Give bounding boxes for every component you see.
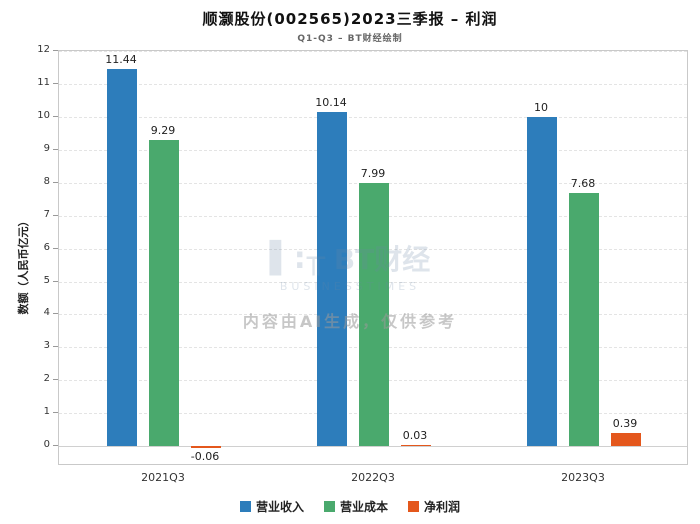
y-tick-mark	[53, 445, 58, 447]
y-tick-mark	[53, 50, 58, 51]
y-tick-label: 9	[43, 142, 50, 154]
y-tick-label: 6	[43, 241, 50, 253]
plot-area	[58, 50, 688, 465]
gridline	[59, 116, 687, 118]
legend-label: 净利润	[424, 500, 461, 514]
legend-item-营业成本: 营业成本	[323, 498, 388, 515]
y-tick-label: 12	[37, 44, 50, 55]
legend-swatch	[239, 501, 251, 512]
bar-净利润-2022Q3	[401, 445, 431, 447]
x-tick-label-2023Q3: 2023Q3	[561, 471, 605, 484]
chart-subtitle: Q1-Q3 – BT财经绘制	[297, 34, 403, 44]
bar-value-label: 10	[534, 100, 548, 114]
gridline	[59, 83, 687, 85]
y-tick-label: 3	[43, 340, 50, 352]
bar-value-label: 10.14	[315, 96, 347, 110]
bar-营业成本-2023Q3	[569, 193, 599, 447]
y-tick-mark	[53, 181, 58, 183]
y-tick-label: 4	[43, 307, 50, 319]
legend-item-净利润: 净利润	[408, 498, 460, 515]
y-tick-mark	[53, 115, 58, 117]
bar-value-label: 7.68	[570, 177, 596, 191]
x-tick-label-2022Q3: 2022Q3	[351, 471, 395, 484]
legend-item-营业收入: 营业收入	[239, 498, 304, 515]
y-tick-label: 11	[37, 76, 50, 88]
legend-label: 营业成本	[339, 500, 388, 514]
gridline	[59, 446, 687, 448]
legend-swatch	[323, 501, 335, 512]
bar-营业成本-2022Q3	[359, 183, 389, 447]
y-tick-mark	[53, 247, 58, 249]
bar-营业成本-2021Q3	[149, 140, 179, 447]
chart-legend: 营业收入 营业成本 净利润	[0, 498, 700, 515]
bar-营业收入-2022Q3	[317, 112, 347, 447]
x-tick-label-2021Q3: 2021Q3	[141, 471, 185, 484]
bar-value-label: -0.06	[190, 450, 220, 464]
y-tick-mark	[53, 313, 58, 315]
bar-value-label: 0.39	[612, 417, 638, 431]
bar-营业收入-2023Q3	[527, 116, 557, 447]
y-tick-label: 0	[43, 439, 50, 451]
y-tick-label: 2	[43, 373, 50, 385]
y-tick-mark	[53, 412, 58, 414]
y-tick-mark	[53, 346, 58, 348]
chart-title: 顺灏股份(002565)2023三季报 – 利润	[202, 10, 498, 28]
y-tick-label: 7	[43, 208, 50, 220]
bar-value-label: 9.29	[150, 124, 176, 138]
gridline	[59, 51, 687, 52]
bar-value-label: 0.03	[402, 429, 428, 443]
bar-value-label: 7.99	[360, 167, 386, 181]
y-tick-mark	[53, 82, 58, 84]
y-tick-label: 5	[43, 274, 50, 286]
bar-净利润-2023Q3	[611, 433, 641, 447]
gridline	[59, 149, 687, 151]
y-tick-mark	[53, 214, 58, 216]
y-tick-label: 10	[37, 109, 50, 121]
y-tick-mark	[53, 280, 58, 282]
y-tick-label: 8	[43, 175, 50, 187]
bar-营业收入-2021Q3	[107, 69, 137, 447]
bar-净利润-2021Q3	[191, 446, 221, 449]
legend-label: 营业收入	[255, 500, 304, 514]
bar-value-label: 11.44	[105, 53, 137, 67]
legend-swatch	[408, 501, 419, 512]
y-tick-label: 1	[43, 406, 50, 418]
y-tick-mark	[53, 148, 58, 150]
y-tick-mark	[53, 379, 58, 381]
